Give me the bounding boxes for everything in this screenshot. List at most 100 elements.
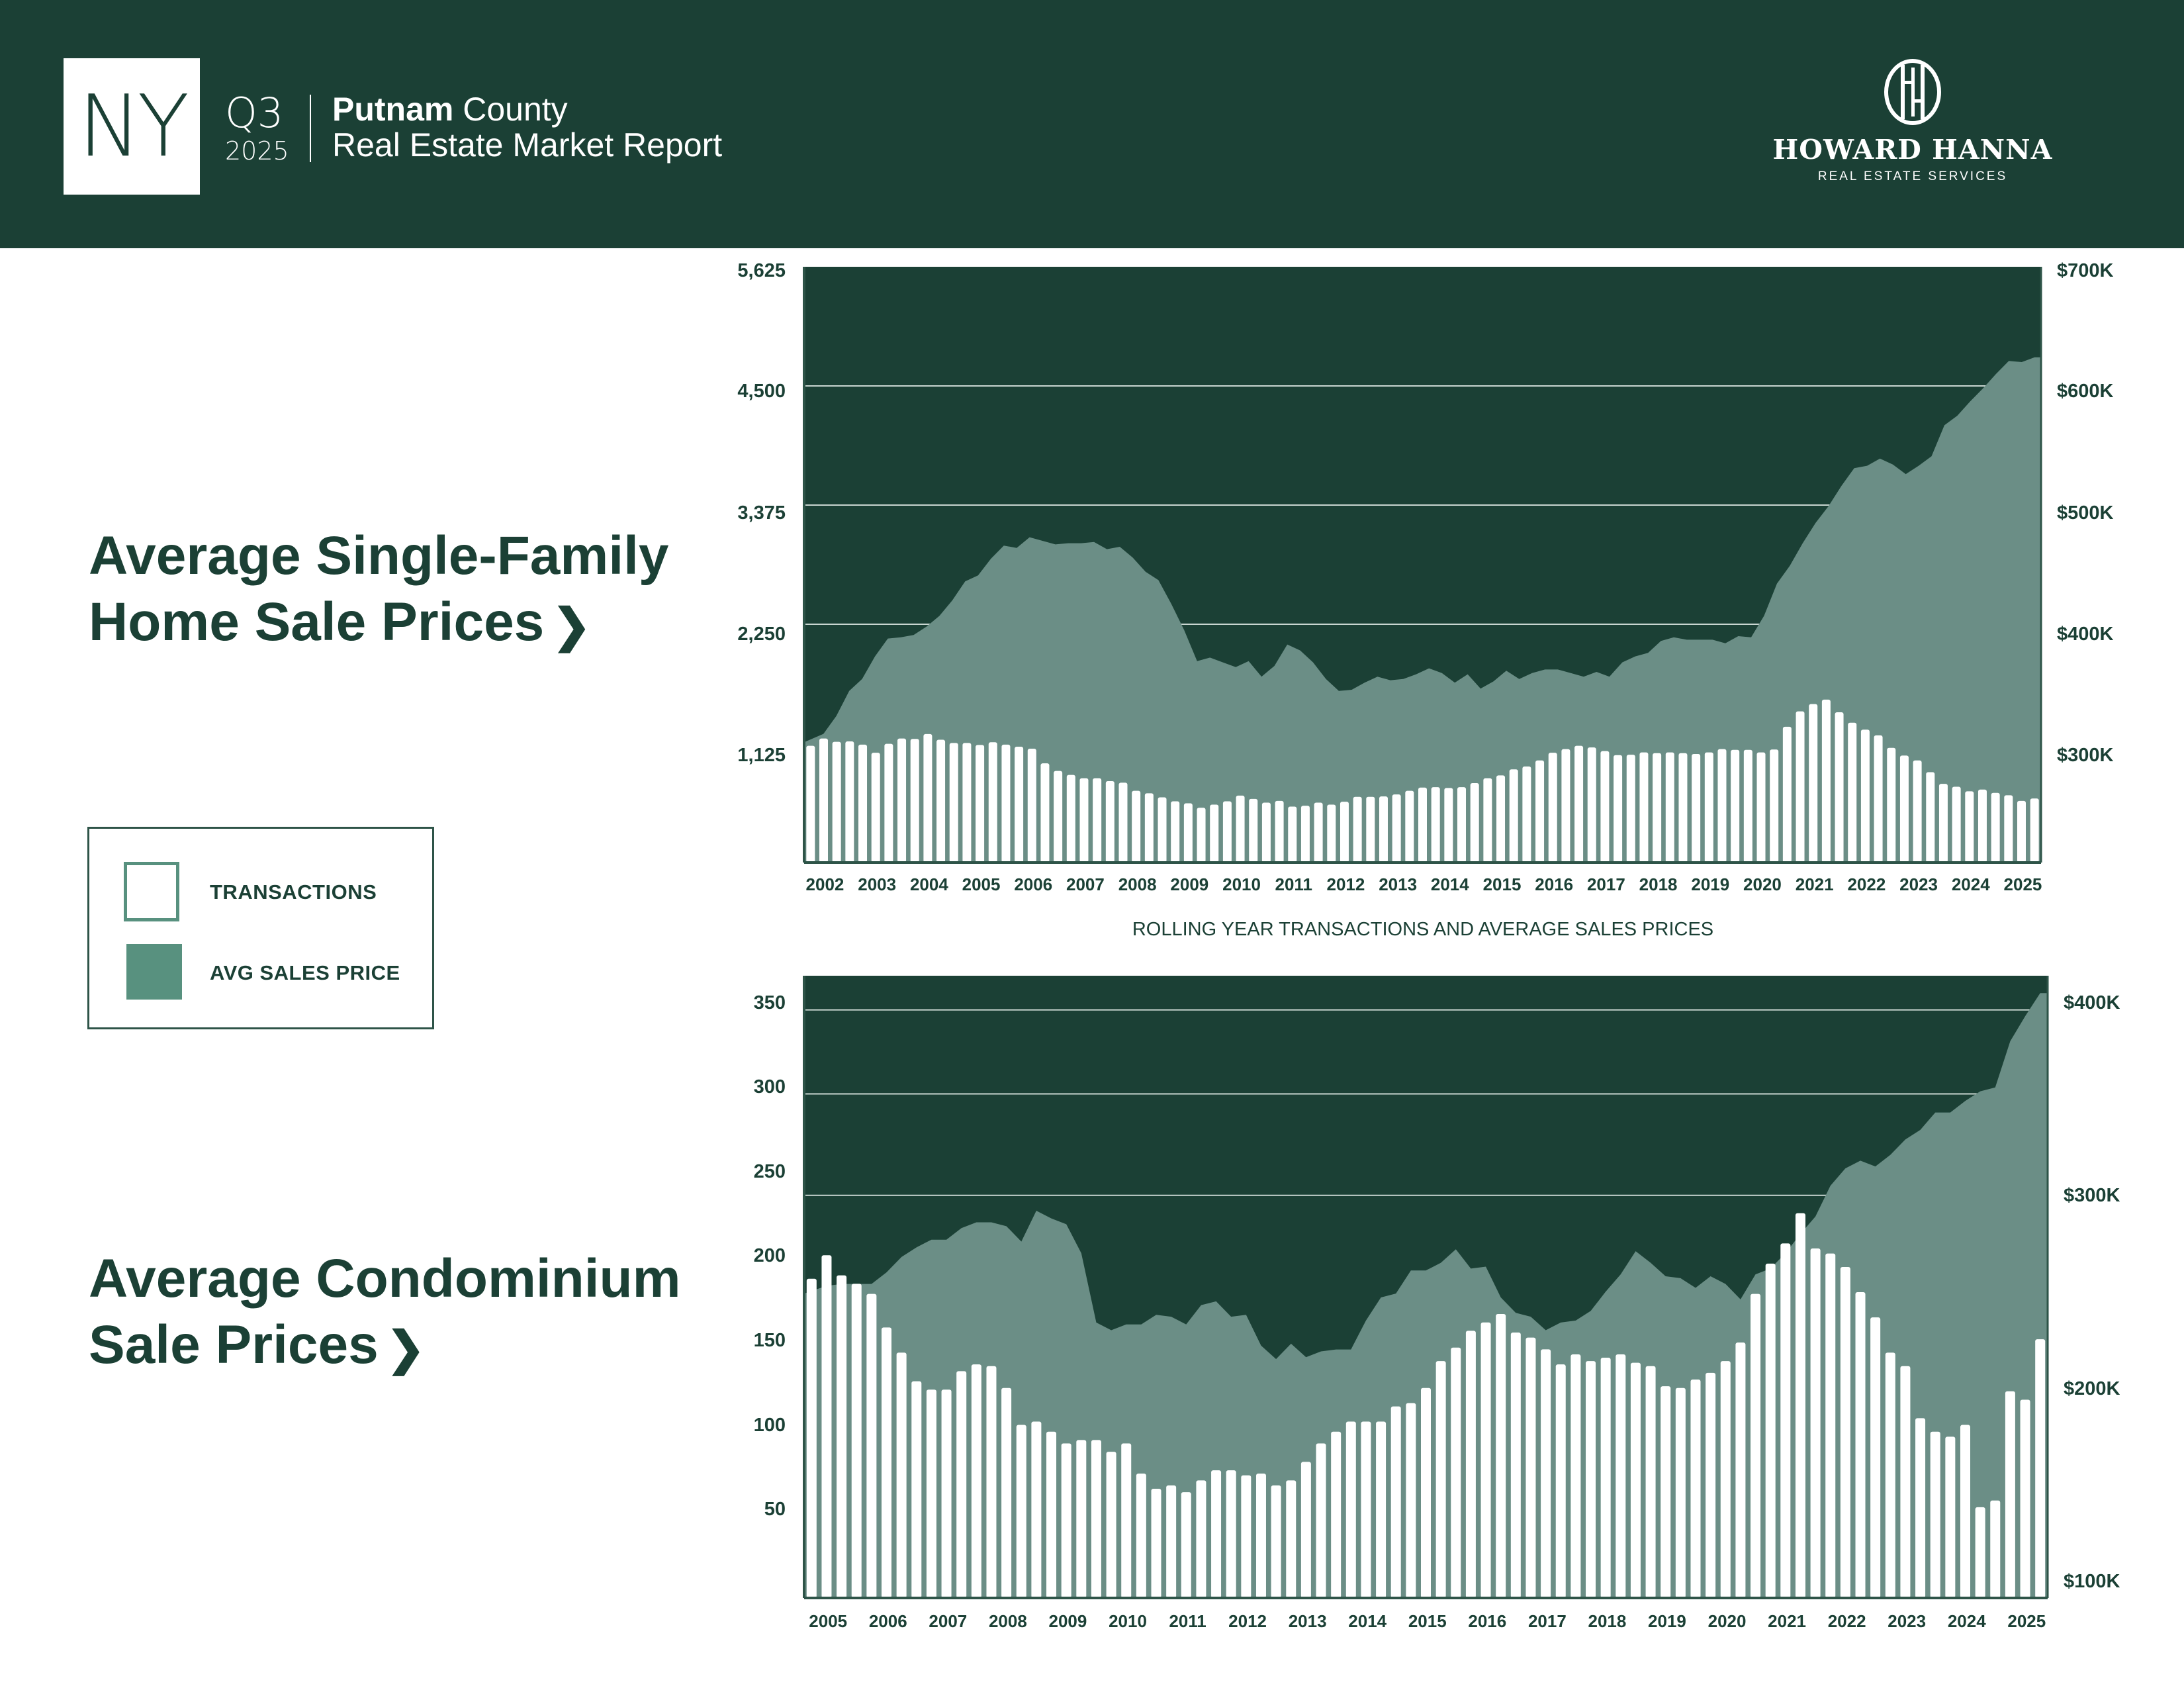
transactions-bar xyxy=(1885,1352,1895,1598)
transactions-bar xyxy=(986,1366,997,1598)
transactions-bar xyxy=(1222,801,1232,863)
transactions-bar xyxy=(896,1352,907,1598)
transactions-bar xyxy=(832,741,841,863)
transactions-bar xyxy=(1211,1470,1222,1598)
chevron-right-icon: ❯ xyxy=(386,1323,426,1375)
transactions-bar xyxy=(1288,806,1297,863)
legend-transactions-label: TRANSACTIONS xyxy=(210,880,377,904)
transactions-bar xyxy=(962,743,972,863)
transactions-bar xyxy=(1978,789,1987,863)
transactions-bar xyxy=(2020,1399,2030,1598)
x-axis-tick-label: 2004 xyxy=(910,874,948,894)
transactions-bar xyxy=(1548,753,1557,863)
chart-caption: ROLLING YEAR TRANSACTIONS AND AVERAGE SA… xyxy=(1132,919,1714,940)
transactions-bar xyxy=(1840,1266,1850,1598)
transactions-bar xyxy=(1990,1500,2001,1598)
condo-title-line2: Sale Prices xyxy=(89,1315,379,1375)
transactions-bar xyxy=(1615,1354,1626,1598)
transactions-bar xyxy=(1991,792,2000,863)
transactions-bar xyxy=(1509,769,1518,863)
transactions-bar xyxy=(910,739,919,863)
x-axis-tick-label: 2017 xyxy=(1528,1611,1567,1631)
transactions-bar xyxy=(1661,1386,1671,1598)
transactions-bar xyxy=(1887,747,1896,863)
transactions-bar xyxy=(1197,808,1206,863)
left-axis-tick-label: 3,375 xyxy=(737,502,786,524)
brand-tagline: REAL ESTATE SERVICES xyxy=(1817,169,2008,183)
x-axis-tick-label: 2021 xyxy=(1796,874,1834,894)
transactions-bar xyxy=(1600,751,1610,863)
x-axis-tick-label: 2024 xyxy=(1952,874,1990,894)
transactions-bar xyxy=(1015,746,1024,863)
transactions-bar xyxy=(1675,1387,1686,1598)
x-axis-tick-label: 2003 xyxy=(858,874,896,894)
transactions-bar xyxy=(1316,1443,1326,1598)
transactions-bar xyxy=(1874,735,1883,863)
x-axis-tick-label: 2012 xyxy=(1327,874,1365,894)
transactions-bar xyxy=(1574,745,1584,863)
transactions-bar xyxy=(1300,1462,1311,1598)
transactions-bar xyxy=(1181,1492,1191,1598)
left-axis-tick-label: 250 xyxy=(754,1161,786,1182)
transactions-bar xyxy=(1079,778,1089,863)
transactions-bar xyxy=(1848,722,1857,863)
single-family-title[interactable]: Average Single-Family Home Sale Prices ❯ xyxy=(89,523,669,659)
x-axis-tick-label: 2017 xyxy=(1587,874,1625,894)
transactions-bar xyxy=(897,738,907,863)
transactions-bar xyxy=(1665,752,1674,863)
state-abbrev: NY xyxy=(78,77,189,176)
transactions-bar xyxy=(1066,774,1075,863)
transactions-bar xyxy=(1314,802,1323,863)
brand-name: HOWARD HANNA xyxy=(1772,134,2053,165)
transactions-bar xyxy=(1151,1489,1161,1598)
condo-title[interactable]: Average Condominium Sale Prices ❯ xyxy=(89,1246,681,1382)
transactions-bar xyxy=(1421,1387,1431,1598)
transactions-bar xyxy=(1118,782,1128,863)
x-axis-tick-label: 2002 xyxy=(806,874,844,894)
transactions-bar xyxy=(1300,806,1310,863)
transactions-bar xyxy=(1690,1380,1701,1598)
transactions-bar xyxy=(1645,1366,1656,1598)
transactions-bar xyxy=(1810,1248,1821,1598)
transactions-bar xyxy=(956,1371,967,1598)
county-name: Putnam xyxy=(332,91,454,128)
x-axis-tick-label: 2023 xyxy=(1888,1611,1926,1631)
transactions-bar xyxy=(1275,800,1284,863)
transactions-bar xyxy=(1016,1425,1026,1598)
x-axis-tick-label: 2022 xyxy=(1828,1611,1866,1631)
transactions-bar xyxy=(1751,1293,1761,1598)
x-axis-tick-label: 2022 xyxy=(1847,874,1886,894)
x-axis-tick-label: 2019 xyxy=(1691,874,1729,894)
transactions-bar xyxy=(1331,1431,1342,1598)
transactions-bar xyxy=(1392,794,1401,863)
transactions-bar xyxy=(1965,791,1974,863)
x-axis-tick-label: 2006 xyxy=(869,1611,907,1631)
left-axis-tick-label: 100 xyxy=(754,1415,786,1436)
transactions-bar xyxy=(1196,1480,1206,1598)
x-axis-tick-label: 2021 xyxy=(1768,1611,1806,1631)
transactions-bar xyxy=(1027,749,1036,863)
county-suffix: County xyxy=(453,91,568,128)
transactions-bar xyxy=(1132,790,1141,863)
transactions-bar xyxy=(1835,712,1844,863)
transactions-bar xyxy=(1930,1431,1940,1598)
transactions-bar xyxy=(1144,793,1154,863)
transactions-bar xyxy=(1171,801,1180,863)
left-axis-tick-label: 150 xyxy=(754,1330,786,1351)
transactions-bar xyxy=(1600,1358,1611,1598)
transactions-bar xyxy=(1431,787,1440,863)
transactions-bar xyxy=(851,1284,862,1598)
transactions-bar xyxy=(806,1278,817,1598)
transactions-bar xyxy=(1406,1403,1416,1598)
transactions-bar xyxy=(1271,1485,1281,1598)
transactions-bar xyxy=(1105,780,1115,863)
transactions-bar xyxy=(1158,797,1167,863)
right-axis-tick-label: $100K xyxy=(2064,1571,2120,1592)
x-axis-tick-label: 2013 xyxy=(1379,874,1417,894)
transactions-bar xyxy=(1046,1431,1057,1598)
x-axis-tick-label: 2005 xyxy=(809,1611,847,1631)
x-axis-tick-label: 2007 xyxy=(929,1611,967,1631)
transactions-bar xyxy=(1376,1421,1387,1598)
transactions-bar xyxy=(1241,1475,1251,1598)
transactions-bar xyxy=(2004,795,2013,863)
